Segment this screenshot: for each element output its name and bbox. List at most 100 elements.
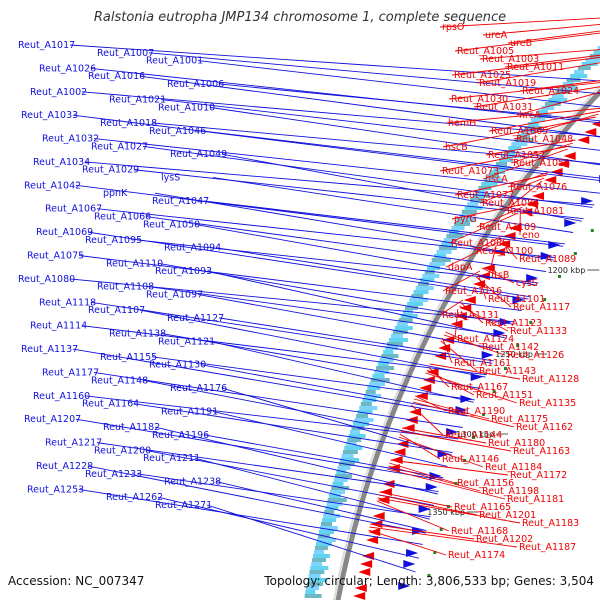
- left-gene-label: Reut_A1233: [85, 469, 142, 480]
- right-label-leader: [499, 238, 518, 260]
- left-label-leader: [148, 286, 508, 337]
- rna-gene-mark: [427, 574, 431, 577]
- cog-segment: [357, 410, 373, 414]
- left-gene-label: Reut_A1042: [24, 180, 81, 191]
- tick-label: 1200 kbp: [548, 266, 586, 275]
- left-gene-label: Reut_A1110: [106, 258, 163, 269]
- cog-segment: [390, 334, 403, 338]
- cog-segment: [411, 294, 424, 298]
- cog-segment: [422, 274, 440, 278]
- right-gene-label: Reut_A1077: [457, 190, 514, 201]
- right-gene-label: Reut_A1116: [445, 286, 502, 297]
- right-gene-label: Reut_A1100: [476, 246, 533, 257]
- cog-segment: [388, 338, 408, 342]
- cog-segment: [369, 382, 385, 386]
- reverse-gene-arrow: [390, 456, 403, 464]
- right-gene-label: Reut_A1187: [519, 542, 576, 553]
- left-label-leader: [72, 114, 600, 182]
- left-gene-label: Reut_A1093: [155, 266, 212, 277]
- cog-segment: [593, 50, 600, 54]
- left-gene-label: Reut_A1108: [97, 282, 154, 293]
- rna-gene-mark: [504, 367, 508, 370]
- reverse-gene-arrow: [362, 552, 375, 560]
- forward-gene-arrow: [418, 505, 431, 513]
- reverse-gene-arrow: [463, 296, 476, 304]
- right-gene-label: Reut_A1126: [507, 350, 564, 361]
- right-gene-label: Reut_A1086: [482, 198, 539, 209]
- right-label-leader: [504, 180, 543, 212]
- right-gene-label: Reut_A1162: [516, 422, 573, 433]
- right-label-leader: [426, 369, 475, 396]
- cog-segment: [354, 418, 374, 422]
- right-gene-label: Reut_A1172: [510, 470, 567, 481]
- cog-segment: [490, 170, 505, 174]
- cog-segment: [438, 246, 457, 250]
- cog-segment: [367, 386, 381, 390]
- forward-gene-arrow: [406, 549, 419, 557]
- right-label-leader: [442, 116, 596, 148]
- right-label-leader: [448, 212, 519, 244]
- reverse-gene-arrow: [520, 208, 533, 216]
- left-gene-label: Reut_A1029: [82, 165, 139, 176]
- right-label-leader: [398, 436, 484, 468]
- forward-gene-arrow: [526, 274, 539, 282]
- cog-segment: [322, 518, 337, 522]
- right-label-leader: [507, 171, 550, 188]
- reverse-gene-arrow: [591, 121, 600, 127]
- left-label-leader: [87, 231, 529, 300]
- cog-segment: [448, 230, 459, 234]
- left-label-leader: [87, 465, 426, 534]
- cog-segment: [461, 210, 477, 214]
- left-label-leader: [72, 348, 468, 417]
- left-gene-label: Reut_A1069: [36, 227, 93, 238]
- gene-arrows: [353, 121, 600, 600]
- cog-segment: [454, 222, 470, 226]
- cog-segment: [464, 206, 483, 210]
- cog-segment: [381, 354, 399, 358]
- reverse-gene-arrow: [563, 152, 576, 160]
- right-gene-label: Reut_A1180: [488, 438, 545, 449]
- cog-segment: [436, 250, 452, 254]
- left-label-leader: [212, 411, 448, 467]
- rna-gene-mark: [439, 528, 443, 531]
- left-gene-label: Reut_A1007: [97, 48, 154, 59]
- forward-gene-arrow: [512, 296, 525, 304]
- left-gene-label: Reut_A1107: [88, 305, 145, 316]
- reverse-gene-arrow: [354, 584, 367, 592]
- right-gene-label: Reut_A1065: [491, 126, 548, 137]
- cog-segment: [306, 586, 320, 590]
- right-gene-label: Reut_A1184: [485, 462, 542, 473]
- cog-segment: [362, 398, 377, 402]
- right-gene-label: Reut_A1031: [476, 102, 533, 113]
- cog-segment: [570, 74, 588, 78]
- left-gene-label: Reut_A1196: [152, 430, 209, 441]
- cog-segment: [374, 370, 390, 374]
- left-gene-label: Reut_A1164: [82, 399, 139, 410]
- reverse-gene-arrow: [454, 312, 467, 320]
- forward-gene-arrow: [425, 483, 438, 491]
- left-gene-label: Reut_A1238: [164, 477, 221, 488]
- right-gene-label: Reut_A1174: [448, 550, 505, 561]
- rna-gene-mark: [529, 321, 533, 324]
- cog-segment: [398, 318, 413, 322]
- left-gene-label: Reut_A1026: [39, 63, 96, 74]
- backbone-highlight: [333, 84, 600, 600]
- left-gene-label: Reut_A1217: [45, 438, 102, 449]
- left-gene-label: Reut_A1138: [109, 329, 166, 340]
- cog-segment: [487, 174, 500, 178]
- right-gene-label: Reut_A1175: [491, 414, 548, 425]
- cog-segment: [348, 434, 366, 438]
- right-gene-label: Reut_A1076: [510, 182, 567, 193]
- right-label-leader: [482, 148, 568, 180]
- left-label-leader: [90, 301, 493, 364]
- cog-segment: [337, 466, 351, 470]
- cog-segment: [379, 358, 394, 362]
- left-gene-label: Reut_A1067: [45, 204, 102, 215]
- left-gene-label: ppnK: [103, 188, 128, 199]
- cog-segment: [417, 282, 429, 286]
- left-label-leader: [194, 223, 538, 286]
- reverse-gene-arrow: [370, 520, 383, 528]
- cog-segment: [581, 62, 598, 66]
- right-label-leader: [451, 203, 525, 220]
- cog-segment: [420, 278, 435, 282]
